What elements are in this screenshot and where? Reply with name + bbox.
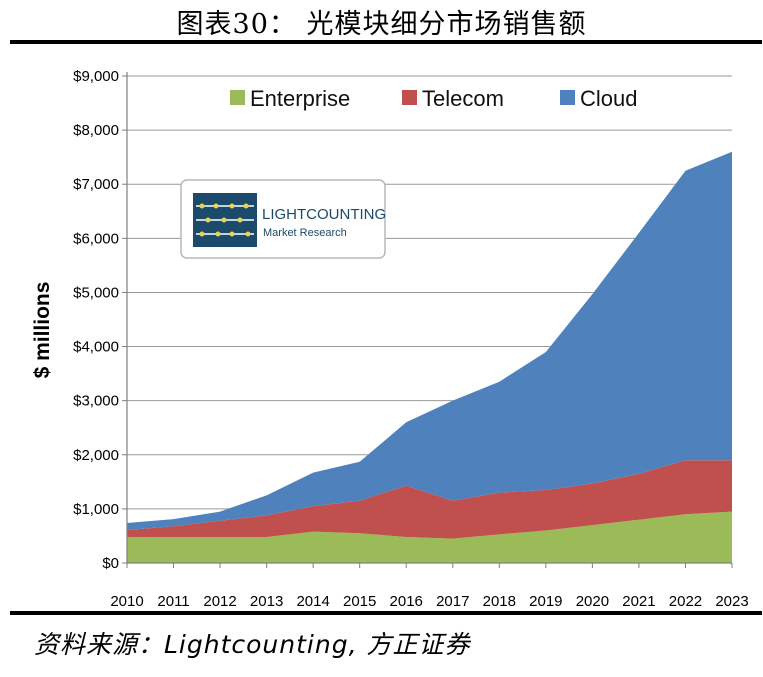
legend-swatch: [230, 90, 245, 105]
x-tick-label: 2017: [436, 593, 469, 610]
y-tick-labels: $0 $1,000 $2,000 $3,000 $4,000 $5,000 $6,000 $7…: [73, 68, 119, 572]
y-tick-label: $4,000: [73, 339, 119, 356]
y-tick-label: $3,000: [73, 393, 119, 410]
y-tick-label: $9,000: [73, 68, 119, 85]
x-tick-label: 2019: [529, 593, 562, 610]
x-tick-label: 2021: [622, 593, 655, 610]
y-tick-label: $0: [102, 555, 119, 572]
x-tick-labels: 2010 2011 2012 2013 2014 2015 2016 2017 2018 2019…: [110, 593, 748, 610]
areas: [127, 151, 732, 563]
y-tick-label: $2,000: [73, 447, 119, 464]
legend-item-cloud: Cloud: [560, 86, 637, 111]
y-tick-label: $7,000: [73, 176, 119, 193]
legend-item-telecom: Telecom: [402, 86, 504, 111]
x-tick-label: 2020: [576, 593, 609, 610]
x-tick-label: 2015: [343, 593, 376, 610]
x-tick-label: 2018: [483, 593, 516, 610]
chart: $0 $1,000 $2,000 $3,000 $4,000 $5,000 $6,000 $7…: [31, 68, 749, 610]
x-tick-label: 2012: [203, 593, 236, 610]
logo-name: LIGHTCOUNTING: [262, 206, 386, 223]
y-tick-label: $6,000: [73, 230, 119, 247]
lightcounting-logo: LIGHTCOUNTING Market Research: [180, 179, 386, 259]
area-cloud: [127, 151, 732, 530]
legend-item-enterprise: Enterprise: [230, 86, 350, 111]
legend-swatch: [402, 90, 417, 105]
x-tick-label: 2014: [296, 593, 329, 610]
top-rule: [10, 40, 762, 44]
axes: [122, 72, 733, 568]
legend-label: Cloud: [580, 86, 637, 111]
legend-label: Telecom: [422, 86, 504, 111]
x-tick-label: 2013: [250, 593, 283, 610]
source-note: 资料来源：Lightcounting, 方正证券: [34, 630, 471, 659]
logo-mark-dots: [199, 203, 251, 237]
x-tick-label: 2011: [157, 593, 189, 610]
x-tick-label: 2022: [669, 593, 702, 610]
figure-title: 图表30： 光模块细分市场销售额: [176, 9, 587, 40]
x-tick-label: 2023: [715, 593, 748, 610]
y-tick-label: $1,000: [73, 501, 119, 518]
area-enterprise: [127, 511, 732, 563]
legend-label: Enterprise: [250, 86, 350, 111]
x-tick-label: 2010: [110, 593, 143, 610]
legend: Enterprise Telecom Cloud: [230, 86, 637, 111]
logo-subtitle: Market Research: [263, 227, 347, 239]
y-tick-label: $8,000: [73, 122, 119, 139]
y-tick-label: $5,000: [73, 284, 119, 301]
y-axis-label: $ millions: [31, 282, 54, 379]
x-tick-label: 2016: [390, 593, 423, 610]
legend-swatch: [560, 90, 575, 105]
bottom-rule: [10, 611, 762, 615]
area-telecom: [127, 460, 732, 539]
